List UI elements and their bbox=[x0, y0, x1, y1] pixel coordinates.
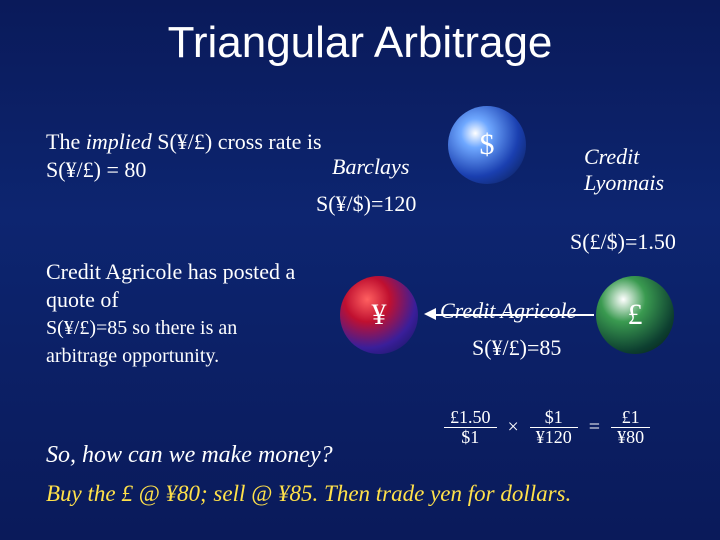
rate-pound-dollar: S(£/$)=1.50 bbox=[570, 228, 710, 256]
op-times: × bbox=[508, 416, 519, 439]
node-yen: ¥ bbox=[340, 276, 418, 354]
frac1-num: £1.50 bbox=[444, 408, 497, 428]
frac3-num: £1 bbox=[611, 408, 650, 428]
node-dollar: $ bbox=[448, 106, 526, 184]
frac2-den: ¥120 bbox=[530, 428, 578, 447]
arrow-credit-agricole-head bbox=[424, 308, 436, 320]
pound-symbol: £ bbox=[628, 298, 643, 332]
dollar-symbol: $ bbox=[480, 128, 495, 162]
frac1-den: $1 bbox=[444, 428, 497, 447]
op-equals: = bbox=[589, 416, 600, 439]
fraction-3: £1 ¥80 bbox=[611, 408, 650, 447]
rate-yen-pound: S(¥/£)=85 bbox=[472, 334, 561, 362]
label-credit-agricole: Credit Agricole bbox=[440, 298, 600, 324]
fraction-2: $1 ¥120 bbox=[530, 408, 578, 447]
answer-text: Buy the £ @ ¥80; sell @ ¥85. Then trade … bbox=[46, 480, 571, 509]
fraction-1: £1.50 $1 bbox=[444, 408, 497, 447]
slide-body: The implied S(¥/£) cross rate is S(¥/£) … bbox=[0, 88, 720, 528]
formula: £1.50 $1 × $1 ¥120 = £1 ¥80 bbox=[440, 408, 654, 447]
node-pound: £ bbox=[596, 276, 674, 354]
label-barclays: Barclays bbox=[332, 154, 409, 180]
frac3-den: ¥80 bbox=[611, 428, 650, 447]
yen-symbol: ¥ bbox=[372, 298, 387, 332]
label-credit-lyonnais: Credit Lyonnais bbox=[584, 144, 704, 196]
paragraph-implied-rate: The implied S(¥/£) cross rate is S(¥/£) … bbox=[46, 128, 326, 183]
para2-detail: S(¥/£)=85 so there is an arbitrage oppor… bbox=[46, 317, 237, 367]
slide-title: Triangular Arbitrage bbox=[0, 0, 720, 68]
para1-italic: implied bbox=[86, 129, 152, 154]
para1-pre: The bbox=[46, 129, 86, 154]
paragraph-credit-agricole: Credit Agricole has posted a quote of S(… bbox=[46, 258, 306, 369]
para2-main: Credit Agricole has posted a quote of bbox=[46, 259, 295, 312]
question-text: So, how can we make money? bbox=[46, 440, 333, 470]
frac2-num: $1 bbox=[530, 408, 578, 428]
rate-yen-dollar: S(¥/$)=120 bbox=[316, 190, 416, 218]
arrow-credit-agricole-line bbox=[436, 314, 594, 316]
